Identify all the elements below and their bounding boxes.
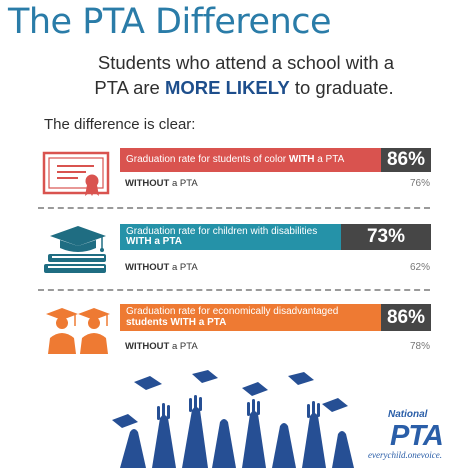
with-pta-bar-3: Graduation rate for economically disadva… xyxy=(120,304,381,331)
with-pta-value-2: 73% xyxy=(341,224,431,250)
with-pta-label-3: Graduation rate for economically disadva… xyxy=(126,306,339,317)
without-pta-label-3: WITHOUT a PTA xyxy=(125,341,198,352)
subtitle-line-2: PTA are MORE LIKELY to graduate. xyxy=(10,76,468,99)
page-title: The PTA Difference xyxy=(8,2,332,42)
with-pta-value-3: 86% xyxy=(381,304,431,331)
with-pta-bar-2: Graduation rate for children with disabi… xyxy=(120,224,341,250)
with-pta-bar-1: Graduation rate for students of color WI… xyxy=(120,148,381,172)
with-pta-label-1: Graduation rate for students of color WI… xyxy=(126,153,345,165)
with-pta-bar-row-3: Graduation rate for economically disadva… xyxy=(120,304,431,331)
intro-text: The difference is clear: xyxy=(44,116,196,133)
divider-1 xyxy=(38,207,430,209)
with-pta-bar-row-2: Graduation rate for children with disabi… xyxy=(120,224,431,250)
with-pta-bar-row-1: Graduation rate for students of color WI… xyxy=(120,148,431,172)
graduates-silhouette-icon xyxy=(46,308,110,354)
without-pta-value-1: 76% xyxy=(409,178,430,189)
without-pta-value-3: 78% xyxy=(409,341,430,352)
divider-2 xyxy=(38,289,430,291)
with-pta-label-2-line2: WITH a PTA xyxy=(126,236,182,247)
logo-pta: PTA xyxy=(390,420,444,452)
without-pta-label-1: WITHOUT a PTA xyxy=(125,178,198,189)
logo-tagline: everychild.onevoice. xyxy=(368,450,442,460)
without-pta-value-2: 62% xyxy=(409,262,430,273)
subtitle-line-1: Students who attend a school with a xyxy=(97,52,395,73)
without-pta-label-2: WITHOUT a PTA xyxy=(125,262,198,273)
with-pta-label-2: Graduation rate for children with disabi… xyxy=(126,225,318,237)
logo-national: National xyxy=(388,409,428,420)
raised-hands-graduation-caps-icon xyxy=(112,370,354,468)
certificate-icon xyxy=(42,151,110,196)
with-pta-value-1: 86% xyxy=(381,148,431,172)
subtitle-post: to graduate. xyxy=(289,77,394,98)
with-pta-label-3-line2: students WITH a PTA xyxy=(126,316,227,328)
subtitle-emphasis: MORE LIKELY xyxy=(164,77,290,98)
subtitle-pre: PTA are xyxy=(94,77,165,98)
books-graduation-cap-icon xyxy=(44,226,106,273)
